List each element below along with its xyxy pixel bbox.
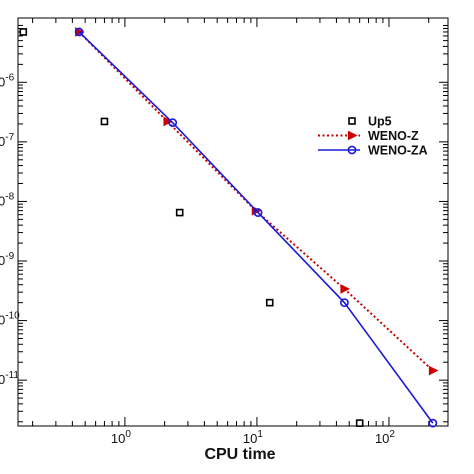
y-tick-label: 0-9 xyxy=(0,251,15,268)
y-tick-label: 0-11 xyxy=(0,370,19,387)
x-tick-label-exponent: 0 xyxy=(125,429,131,440)
y-tick-label-exponent: -7 xyxy=(5,132,14,143)
data-point xyxy=(265,298,274,307)
data-point xyxy=(19,28,28,36)
series-line xyxy=(78,31,434,372)
data-point xyxy=(168,118,178,128)
y-tick-label-exponent: -8 xyxy=(5,191,14,202)
y-tick-label-exponent: -9 xyxy=(5,251,14,262)
series-line xyxy=(78,31,434,424)
legend-label: Up5 xyxy=(368,115,392,129)
data-point xyxy=(175,208,184,217)
x-axis-title: CPU time xyxy=(204,446,275,463)
legend-entry: WENO-ZA xyxy=(318,144,428,158)
series-up5 xyxy=(19,28,364,427)
y-tick-label-base: 0 xyxy=(0,253,5,268)
x-tick-label: 101 xyxy=(243,429,263,446)
data-point xyxy=(340,284,351,294)
data-point xyxy=(253,208,263,217)
legend-label: WENO-ZA xyxy=(368,144,428,158)
x-tick-label-base: 10 xyxy=(243,431,257,446)
x-tick-label-base: 10 xyxy=(375,431,389,446)
data-point xyxy=(355,419,364,427)
y-tick-label: 0-8 xyxy=(0,191,15,208)
data-point xyxy=(340,298,349,308)
legend-entry: WENO-Z xyxy=(318,129,419,143)
x-tick-label: 102 xyxy=(375,429,395,446)
data-point xyxy=(163,116,174,127)
y-tick-label-exponent: -11 xyxy=(5,370,19,381)
data-point xyxy=(428,365,439,376)
legend-marker xyxy=(347,145,357,155)
y-tick-label: 0-10 xyxy=(0,311,20,328)
x-tick-label-exponent: 1 xyxy=(257,429,263,440)
legend-label: WENO-Z xyxy=(368,129,419,143)
data-point xyxy=(100,117,109,126)
y-tick-label-base: 0 xyxy=(0,134,5,149)
y-tick-label: 0-7 xyxy=(0,132,15,149)
data-point xyxy=(428,418,438,428)
data-point xyxy=(74,27,84,37)
y-tick-label-exponent: -6 xyxy=(5,72,14,83)
legend-entry: Up5 xyxy=(348,115,392,129)
series-weno-za xyxy=(74,27,438,428)
y-tick-label-base: 0 xyxy=(0,372,5,387)
x-tick-label-exponent: 2 xyxy=(389,429,395,440)
plot-frame xyxy=(17,17,449,427)
x-tick-label-base: 10 xyxy=(111,431,125,446)
y-tick-label-base: 0 xyxy=(0,313,5,328)
series-layer xyxy=(19,27,439,428)
y-tick-label-base: 0 xyxy=(0,193,5,208)
x-tick-label: 100 xyxy=(111,429,131,446)
legend-marker xyxy=(348,117,356,125)
legend-marker xyxy=(348,130,358,141)
y-tick-label-base: 0 xyxy=(0,74,5,89)
y-tick-label: 0-6 xyxy=(0,72,15,89)
y-tick-label-exponent: -10 xyxy=(5,311,20,322)
